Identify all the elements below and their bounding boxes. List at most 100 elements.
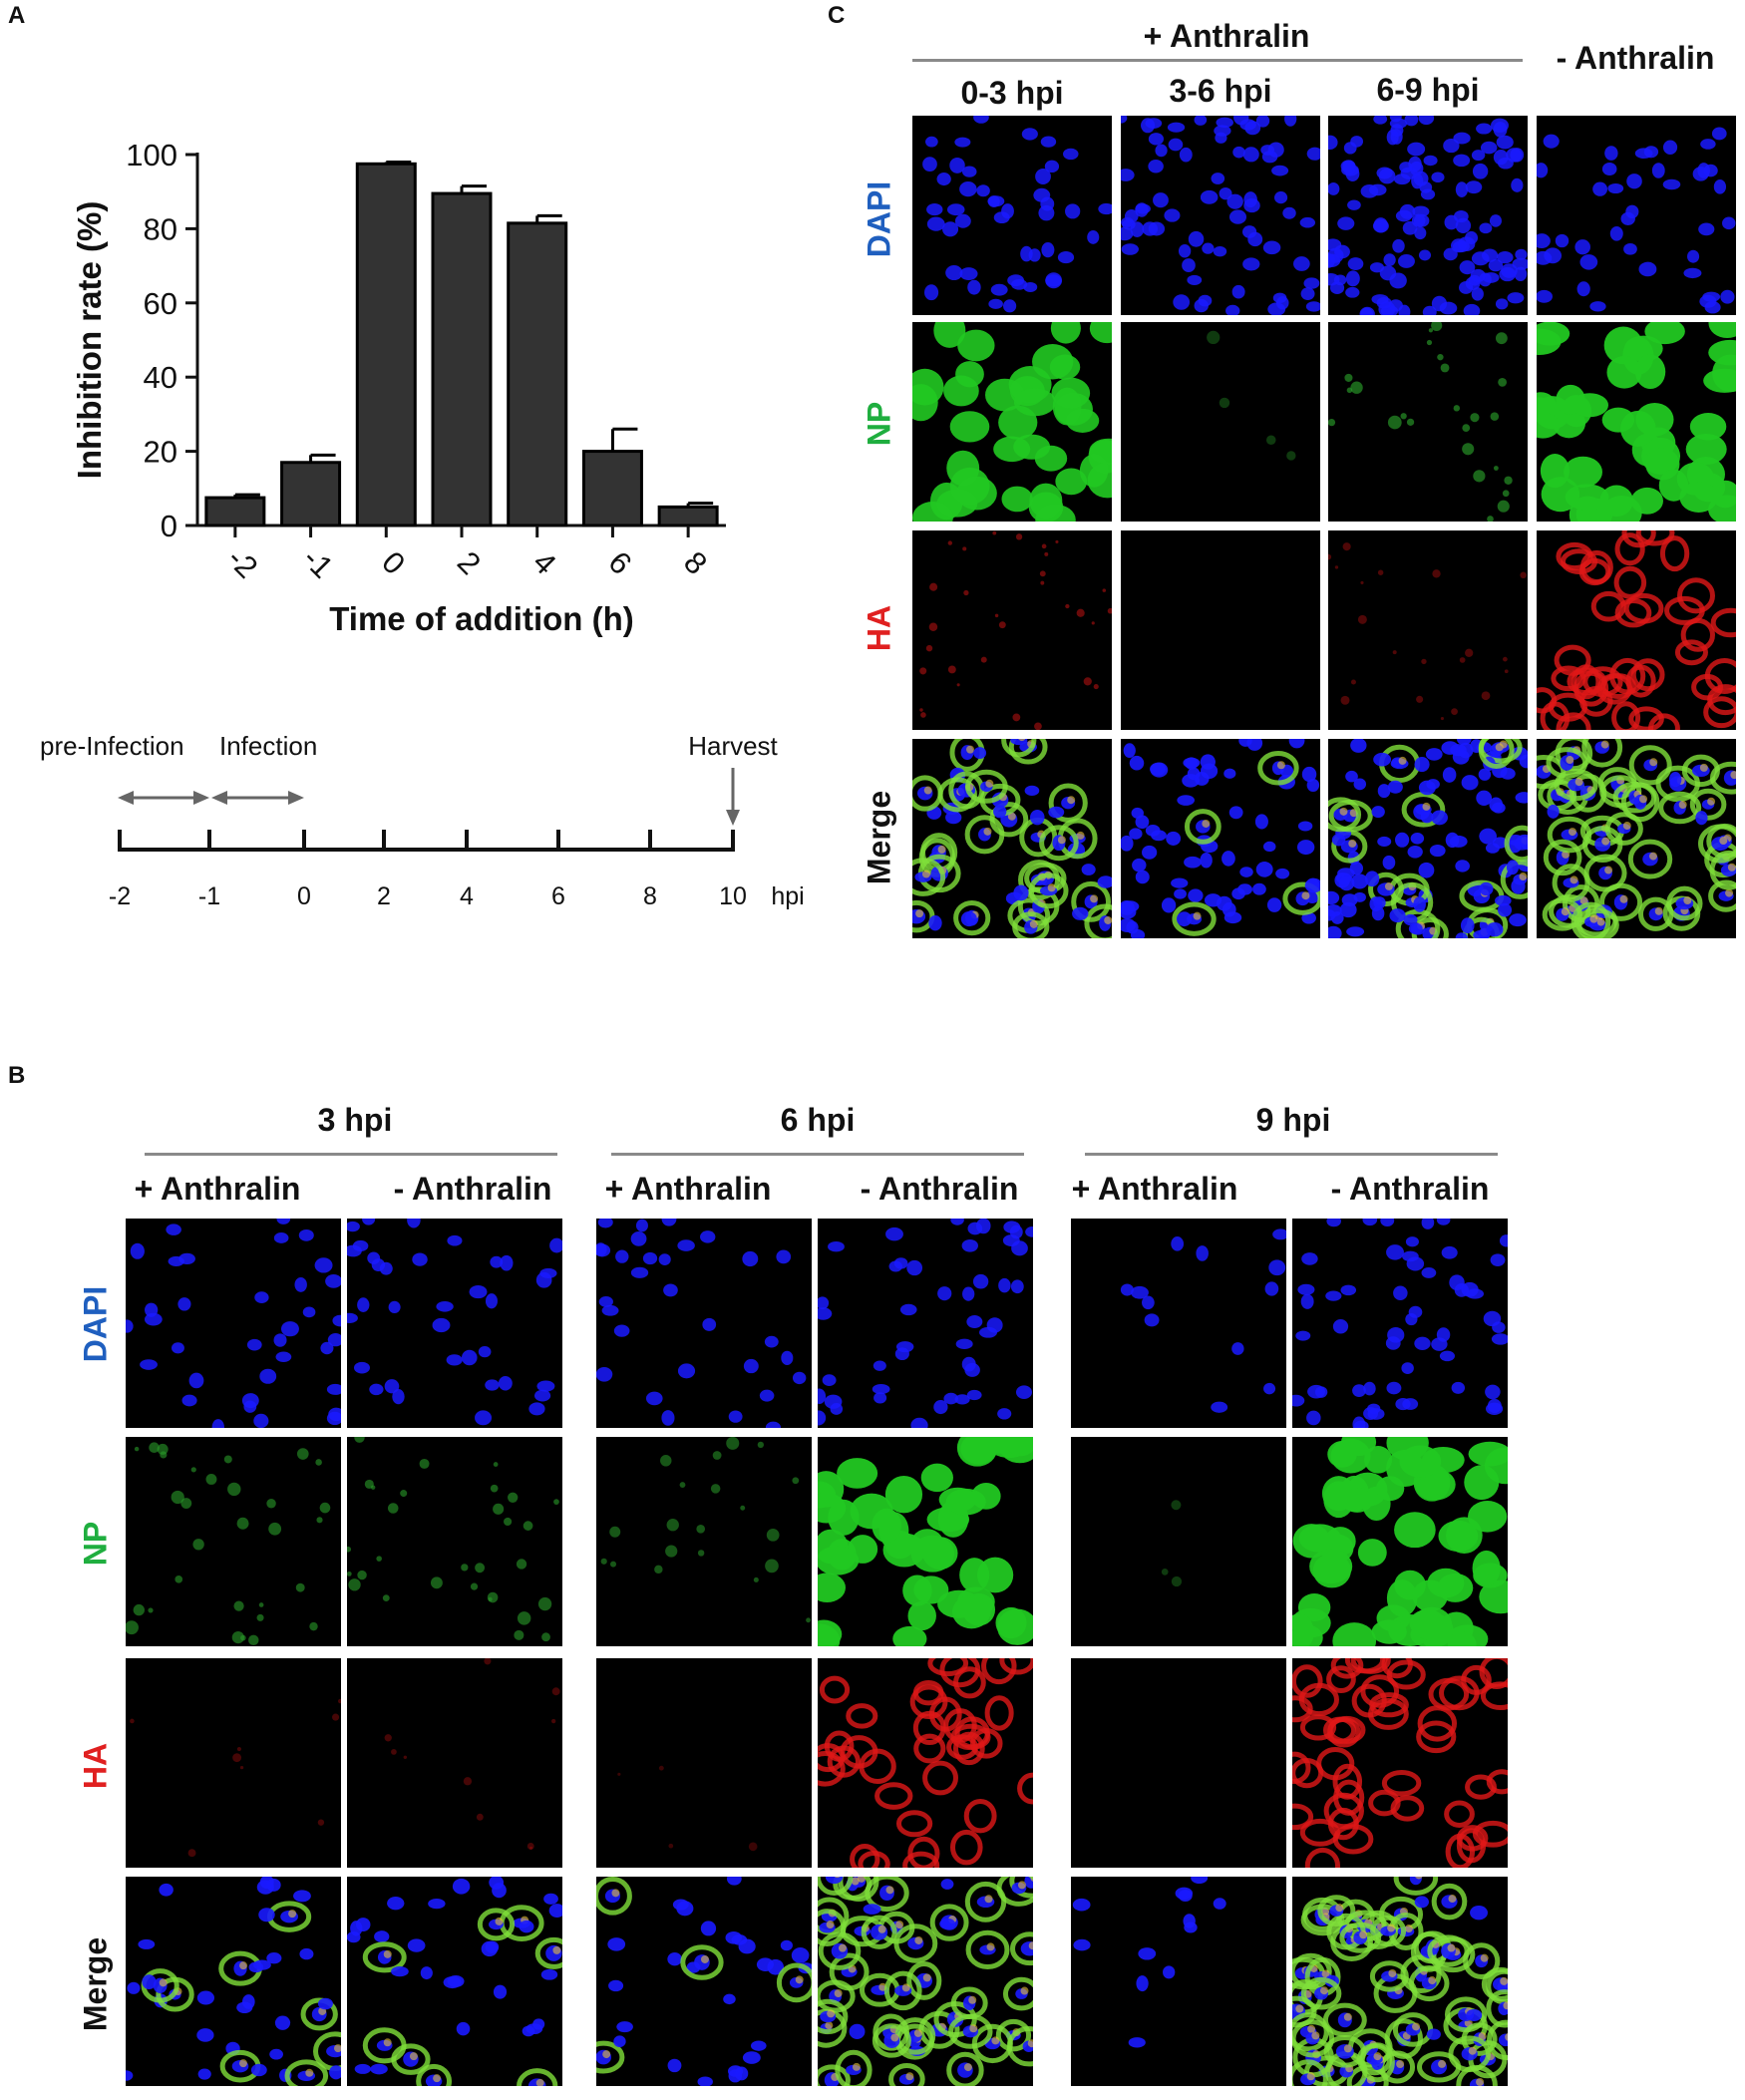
panel-b-image-dapi-col3	[818, 1219, 1033, 1428]
panel-c-image-np-col2	[1328, 322, 1528, 522]
panel-c-image-dapi-col3	[1537, 116, 1736, 315]
pre-infection-arrow	[118, 791, 209, 805]
timeline-unit: hpi	[771, 882, 804, 910]
panel-c-image-np-col0	[912, 322, 1112, 522]
bar	[204, 496, 266, 527]
timeline-tick-label: 10	[719, 882, 747, 910]
panel-b-group-line-1	[611, 1153, 1024, 1156]
panel-b-image-np-col5	[1292, 1437, 1508, 1646]
y-tick-label: 100	[126, 138, 177, 173]
x-tick-label: 6	[601, 544, 638, 581]
x-axis-label: Time of addition (h)	[329, 600, 634, 637]
panel-b-image-ha-col1	[347, 1658, 562, 1868]
panel-b-image-merge-col4	[1071, 1877, 1286, 2086]
timeline-tick-label: 4	[460, 882, 474, 910]
panel-b-col-header-2: + Anthralin	[604, 1171, 772, 1207]
panel-c-row-label-ha: HA	[861, 604, 897, 652]
panel-c-image-merge-col3	[1537, 739, 1736, 938]
panel-b-image-np-col0	[126, 1437, 341, 1646]
panel-b-image-ha-col4	[1071, 1658, 1286, 1868]
panel-b-group-title-2: 9 hpi	[1255, 1102, 1331, 1138]
panel-c-image-ha-col0	[912, 530, 1112, 730]
panel-c-image-np-col1	[1121, 322, 1320, 522]
panel-b-image-dapi-col1	[347, 1219, 562, 1428]
timeline-label-harvest: Harvest	[688, 731, 778, 761]
panel-b-image-ha-col2	[596, 1658, 812, 1868]
panel-b-row-label-dapi: DAPI	[77, 1285, 114, 1363]
panel-letter-b: B	[8, 1062, 26, 1089]
panel-b-image-merge-col2	[596, 1877, 812, 2086]
panel-b-group-title-0: 3 hpi	[317, 1102, 393, 1138]
panel-c-group-line	[912, 59, 1523, 62]
panel-b-row-label-ha: HA	[77, 1742, 114, 1790]
x-tick-label: 2	[451, 544, 488, 581]
panel-b-col-header-5: - Anthralin	[1330, 1171, 1490, 1207]
timeline-tick-label: -1	[198, 882, 220, 910]
panel-b-image-dapi-col4	[1071, 1219, 1286, 1428]
panel-b-group-title-1: 6 hpi	[780, 1102, 856, 1138]
panel-c-image-ha-col2	[1328, 530, 1528, 730]
harvest-arrow	[726, 768, 740, 826]
panel-b-image-merge-col3	[818, 1877, 1033, 2086]
y-tick-label: 60	[144, 286, 177, 321]
x-tick-label: 4	[526, 544, 563, 581]
panel-c-row-label-np: NP	[861, 401, 897, 447]
panel-c-image-dapi-col1	[1121, 116, 1320, 315]
panel-c-image-ha-col3	[1537, 530, 1736, 730]
panel-b-image-merge-col1	[347, 1877, 562, 2086]
y-tick-label: 40	[144, 360, 177, 395]
panel-b-row-label-merge: Merge	[77, 1936, 114, 2032]
panel-c-row-label-merge: Merge	[861, 790, 897, 885]
timeline-diagram: -2 -1 0 2 4 6 8 10 hpi pre-Infection Infection Harv…	[40, 731, 805, 910]
bar	[431, 191, 493, 527]
timeline-tick-label: 2	[377, 882, 391, 910]
panel-b-image-np-col4	[1071, 1437, 1286, 1646]
panel-b-image-np-col2	[596, 1437, 812, 1646]
panel-b-image-np-col1	[347, 1437, 562, 1646]
timeline-tick-label: 8	[643, 882, 657, 910]
x-tick-label: -2	[220, 540, 264, 584]
bar-chart: 0 20 40 60 80 100 Inhibition rate (%) -2 -1 0 2 4 6 8…	[71, 138, 726, 637]
timeline-tick-label: 6	[551, 882, 565, 910]
panel-c-row-label-dapi: DAPI	[861, 180, 897, 258]
panel-c-col-header-3: - Anthralin	[1556, 40, 1715, 76]
panel-b-row-label-np: NP	[77, 1521, 114, 1567]
bar	[355, 162, 417, 527]
y-axis-label: Inhibition rate (%)	[71, 201, 108, 480]
panel-b-col-header-1: - Anthralin	[393, 1171, 552, 1207]
x-tick-label: 0	[375, 544, 412, 581]
bar	[507, 221, 568, 527]
panel-b-image-dapi-col5	[1292, 1219, 1508, 1428]
y-tick-label: 80	[144, 211, 177, 246]
bar	[581, 450, 643, 527]
y-tick-label: 20	[144, 435, 177, 470]
panel-b-image-ha-col3	[818, 1658, 1033, 1868]
panel-c-image-merge-col0	[912, 739, 1112, 938]
panel-c-col-header-1: 3-6 hpi	[1169, 73, 1272, 109]
panel-c-col-header-2: 6-9 hpi	[1376, 72, 1480, 108]
panel-b-image-ha-col0	[126, 1658, 341, 1868]
panel-c-image-dapi-col0	[912, 116, 1112, 315]
timeline-label-infection: Infection	[219, 731, 317, 761]
panel-b-col-header-0: + Anthralin	[134, 1171, 301, 1207]
infection-arrow	[211, 791, 304, 805]
panel-c-image-dapi-col2	[1328, 116, 1528, 315]
panel-c-col-header-0: 0-3 hpi	[960, 75, 1064, 111]
timeline-tick-label: 0	[297, 882, 311, 910]
panel-c-image-merge-col1	[1121, 739, 1320, 938]
bar	[280, 461, 342, 527]
panel-b-col-header-4: + Anthralin	[1071, 1171, 1238, 1207]
panel-b-image-np-col3	[818, 1437, 1033, 1646]
timeline-label-pre-infection: pre-Infection	[40, 731, 184, 761]
panel-b-image-dapi-col2	[596, 1219, 812, 1428]
panel-c-group-header: + Anthralin	[1143, 18, 1310, 54]
panel-c-image-ha-col1	[1121, 530, 1320, 730]
panel-c-image-merge-col2	[1328, 739, 1528, 938]
panel-b-group-line-2	[1085, 1153, 1498, 1156]
panel-c-image-np-col3	[1537, 322, 1736, 522]
x-tick-label: -1	[296, 540, 340, 584]
y-tick-label: 0	[161, 509, 177, 543]
panel-b-image-merge-col5	[1292, 1877, 1508, 2086]
x-tick-label: 8	[677, 544, 714, 581]
panel-b-col-header-3: - Anthralin	[860, 1171, 1019, 1207]
